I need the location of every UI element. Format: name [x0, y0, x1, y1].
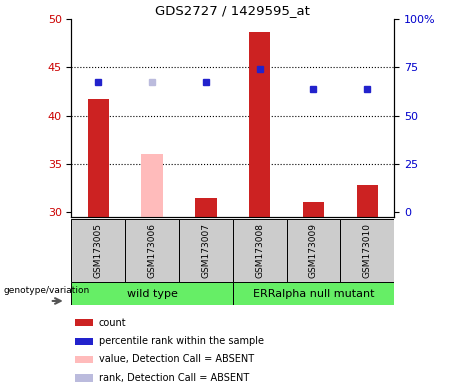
Bar: [71, 219, 125, 282]
Bar: [233, 219, 287, 282]
Bar: [142, 154, 163, 217]
Bar: [75, 356, 93, 363]
Text: GSM173006: GSM173006: [148, 223, 157, 278]
Text: GSM173009: GSM173009: [309, 223, 318, 278]
Text: rank, Detection Call = ABSENT: rank, Detection Call = ABSENT: [99, 373, 249, 383]
Bar: [233, 282, 394, 305]
Bar: [75, 319, 93, 326]
Text: count: count: [99, 318, 126, 328]
Bar: [195, 198, 217, 217]
Bar: [88, 99, 109, 217]
Bar: [340, 219, 394, 282]
Bar: [125, 219, 179, 282]
Bar: [71, 282, 233, 305]
Text: GSM173005: GSM173005: [94, 223, 103, 278]
Bar: [249, 32, 271, 217]
Text: GSM173008: GSM173008: [255, 223, 264, 278]
Bar: [75, 374, 93, 382]
Bar: [179, 219, 233, 282]
Bar: [303, 202, 324, 217]
Bar: [75, 338, 93, 345]
Text: GSM173010: GSM173010: [363, 223, 372, 278]
Text: genotype/variation: genotype/variation: [4, 286, 90, 295]
Text: ERRalpha null mutant: ERRalpha null mutant: [253, 289, 374, 299]
Bar: [356, 185, 378, 217]
Text: wild type: wild type: [127, 289, 177, 299]
Text: value, Detection Call = ABSENT: value, Detection Call = ABSENT: [99, 354, 254, 364]
Bar: [287, 219, 340, 282]
Text: percentile rank within the sample: percentile rank within the sample: [99, 336, 264, 346]
Text: GSM173007: GSM173007: [201, 223, 210, 278]
Title: GDS2727 / 1429595_at: GDS2727 / 1429595_at: [155, 3, 310, 17]
